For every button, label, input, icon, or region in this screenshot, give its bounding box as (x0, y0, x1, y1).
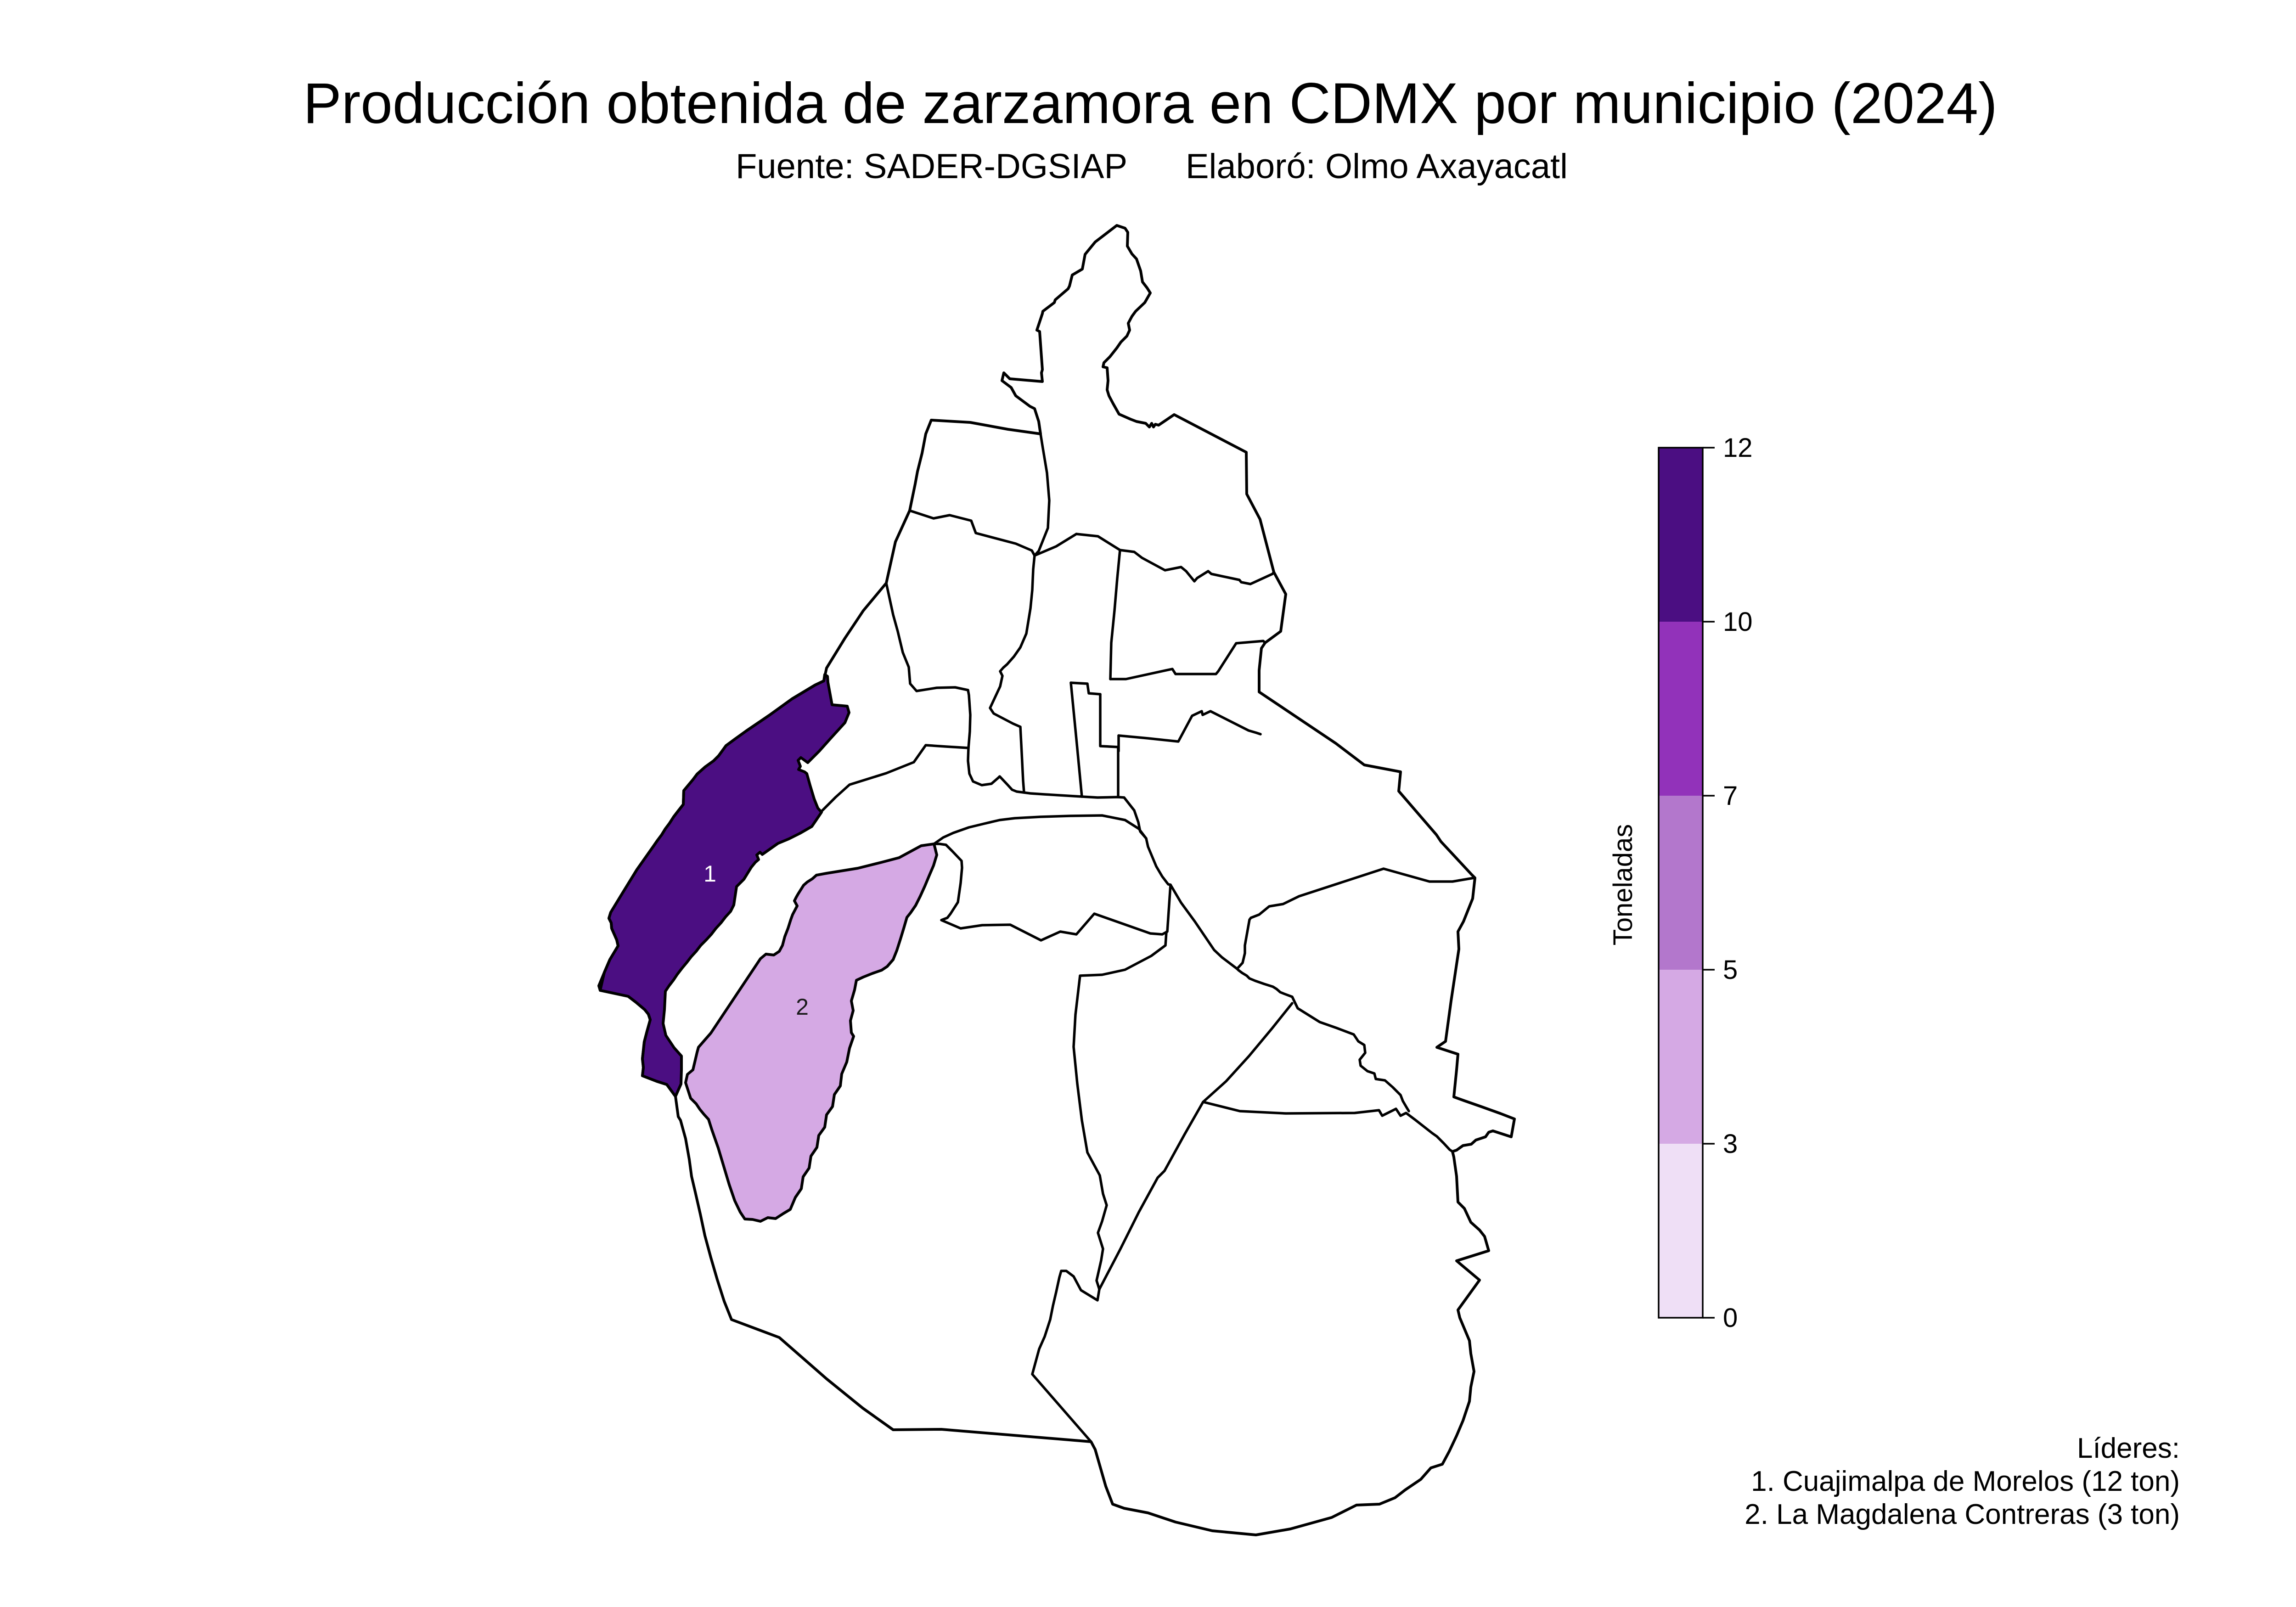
svg-text:2: 2 (796, 994, 809, 1020)
svg-text:5: 5 (1723, 955, 1738, 985)
svg-text:1: 1 (703, 861, 716, 887)
svg-text:10: 10 (1723, 607, 1753, 637)
svg-text:Fuente: SADER-DGSIAP Elab: Fuente: SADER-DGSIAP Elaboró: Olmo Axaya… (736, 147, 1568, 186)
svg-text:Toneladas: Toneladas (1608, 824, 1638, 945)
svg-text:7: 7 (1723, 781, 1738, 811)
svg-text:2. La Magdalena Contreras (3 t: 2. La Magdalena Contreras (3 ton) (1745, 1499, 2180, 1530)
svg-text:3: 3 (1723, 1129, 1738, 1159)
svg-text:Producción obtenida de zarzamo: Producción obtenida de zarzamora en CDMX… (303, 72, 1997, 135)
svg-text:Líderes:: Líderes: (2077, 1433, 2180, 1464)
svg-text:0: 0 (1723, 1303, 1738, 1333)
svg-text:12: 12 (1723, 433, 1753, 463)
svg-text:1. Cuajimalpa de Morelos (12 t: 1. Cuajimalpa de Morelos (12 ton) (1751, 1466, 2180, 1497)
